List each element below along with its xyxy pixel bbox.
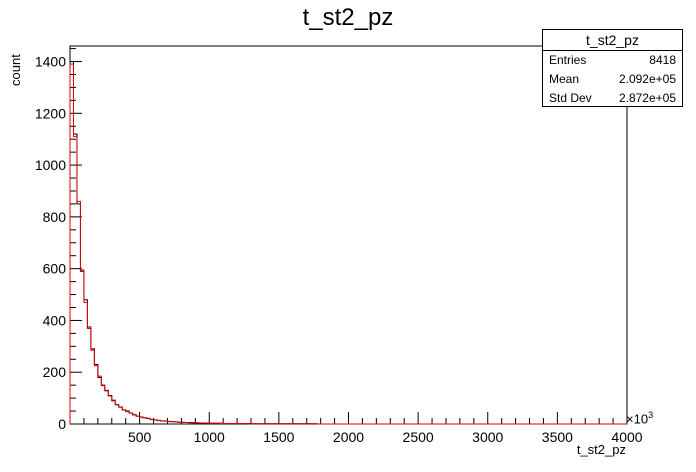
stats-row-mean: Mean 2.092e+05 — [543, 70, 682, 89]
y-tick-label: 400 — [43, 312, 67, 328]
x-tick-label: 3500 — [542, 429, 573, 445]
y-tick-label: 1000 — [35, 157, 66, 173]
x-tick-label: 500 — [128, 429, 152, 445]
stats-label: Mean — [549, 72, 580, 86]
x-axis-multiplier-base: ×10 — [626, 411, 649, 427]
stats-value: 2.872e+05 — [618, 91, 676, 105]
y-tick-label: 200 — [43, 364, 67, 380]
stats-value: 2.092e+05 — [618, 72, 676, 86]
x-tick-label: 1500 — [263, 429, 294, 445]
series-black-line — [69, 61, 627, 425]
stats-label: Std Dev — [549, 91, 592, 105]
stats-title: t_st2_pz — [543, 30, 682, 51]
y-tick-label: 800 — [43, 209, 67, 225]
x-axis-multiplier: ×103 — [626, 410, 653, 426]
stats-row-stddev: Std Dev 2.872e+05 — [543, 89, 682, 108]
stats-label: Entries — [549, 53, 587, 67]
chart-title: t_st2_pz — [302, 4, 394, 31]
x-tick-label: 2000 — [333, 429, 364, 445]
stats-box: t_st2_pz Entries 8418 Mean 2.092e+05 Std… — [542, 29, 683, 107]
stats-value: 8418 — [649, 53, 676, 67]
x-tick-label: 3000 — [472, 429, 503, 445]
x-tick-label: 4000 — [611, 429, 642, 445]
x-axis-label: t_st2_pz — [576, 442, 626, 457]
x-tick-label: 2500 — [403, 429, 434, 445]
y-tick-label: 0 — [58, 416, 66, 432]
x-axis-multiplier-exponent: 3 — [648, 410, 654, 420]
y-tick-label: 1200 — [35, 105, 66, 121]
y-tick-label: 600 — [43, 261, 67, 277]
series-red-line — [69, 63, 627, 425]
x-tick-label: 1000 — [194, 429, 225, 445]
y-axis-label: count — [8, 54, 23, 86]
stats-row-entries: Entries 8418 — [543, 51, 682, 70]
y-tick-label: 1400 — [35, 54, 66, 70]
